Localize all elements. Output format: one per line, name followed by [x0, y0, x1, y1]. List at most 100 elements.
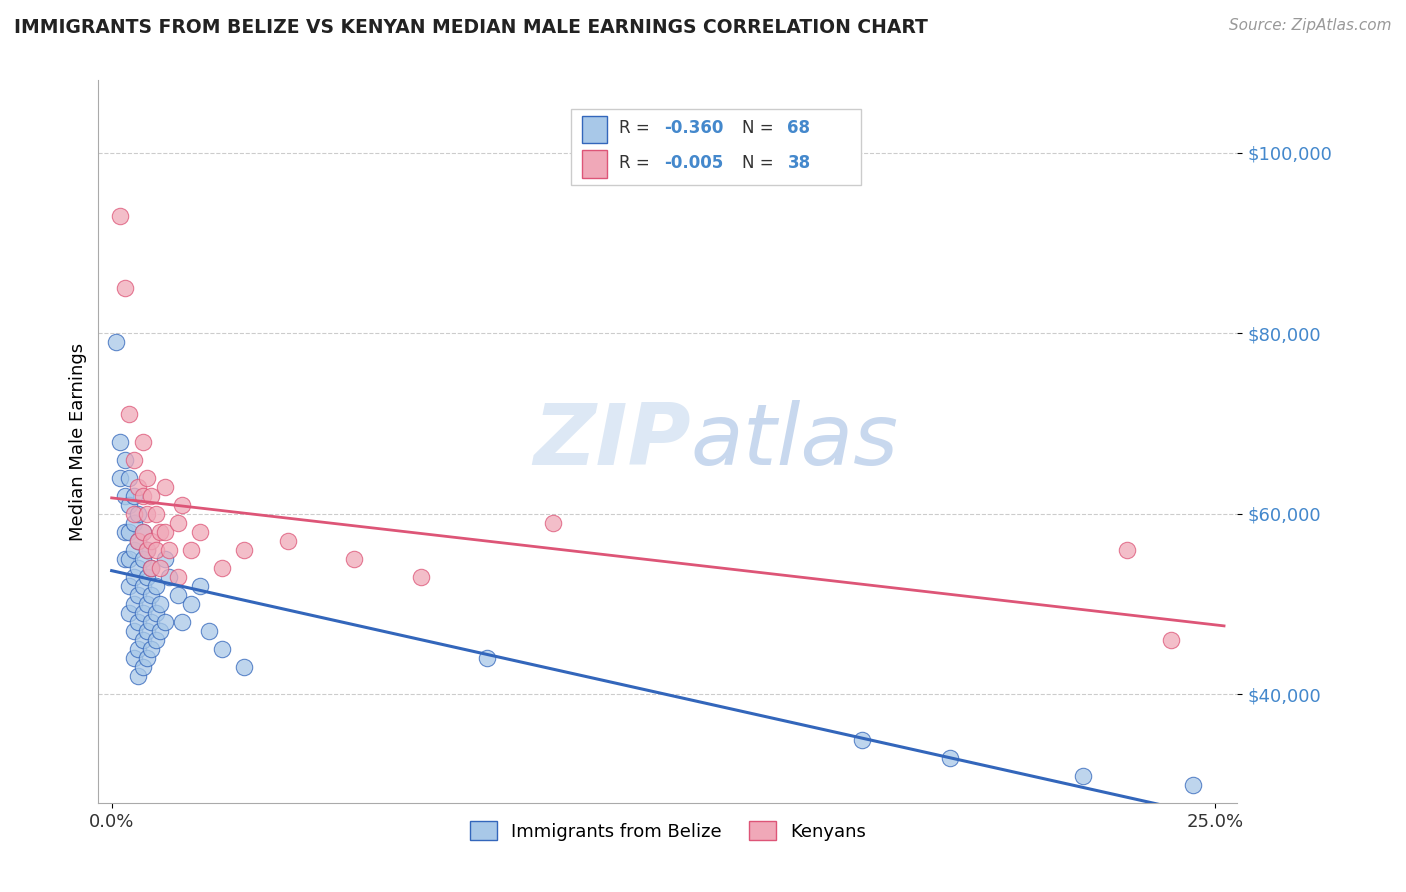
- Point: [136, 570, 159, 584]
- Text: Source: ZipAtlas.com: Source: ZipAtlas.com: [1229, 18, 1392, 33]
- Point: [157, 570, 180, 584]
- Point: [118, 524, 141, 539]
- Point: [409, 570, 432, 584]
- Point: [145, 633, 167, 648]
- Text: -0.005: -0.005: [665, 154, 724, 172]
- Point: [114, 452, 136, 467]
- Point: [122, 570, 145, 584]
- Point: [122, 542, 145, 557]
- Point: [172, 498, 194, 512]
- Point: [118, 606, 141, 620]
- Point: [1160, 633, 1182, 648]
- Text: 38: 38: [787, 154, 810, 172]
- Point: [118, 552, 141, 566]
- Point: [188, 579, 211, 593]
- Point: [127, 615, 149, 630]
- Point: [136, 597, 159, 611]
- Text: N =: N =: [742, 154, 779, 172]
- Point: [211, 642, 233, 657]
- Point: [141, 561, 163, 575]
- Point: [122, 597, 145, 611]
- Point: [122, 516, 145, 530]
- Point: [180, 542, 202, 557]
- Point: [141, 561, 163, 575]
- Point: [939, 750, 962, 764]
- Point: [149, 524, 172, 539]
- Point: [110, 471, 132, 485]
- Point: [136, 624, 159, 639]
- Point: [141, 489, 163, 503]
- Text: N =: N =: [742, 119, 779, 137]
- Point: [475, 651, 498, 665]
- Point: [131, 524, 153, 539]
- Point: [343, 552, 366, 566]
- Point: [127, 561, 149, 575]
- Point: [277, 533, 299, 548]
- Bar: [582, 151, 607, 178]
- Point: [131, 552, 153, 566]
- Point: [131, 489, 153, 503]
- FancyBboxPatch shape: [571, 109, 862, 185]
- Point: [127, 480, 149, 494]
- Point: [136, 542, 159, 557]
- Point: [114, 552, 136, 566]
- Point: [149, 597, 172, 611]
- Point: [127, 533, 149, 548]
- Point: [197, 624, 219, 639]
- Point: [145, 579, 167, 593]
- Point: [145, 606, 167, 620]
- Point: [122, 507, 145, 521]
- Point: [180, 597, 202, 611]
- Point: [131, 606, 153, 620]
- Point: [1116, 542, 1139, 557]
- Point: [167, 516, 190, 530]
- Point: [145, 507, 167, 521]
- Text: ZIP: ZIP: [533, 400, 690, 483]
- Point: [131, 434, 153, 449]
- Point: [153, 480, 176, 494]
- Point: [118, 498, 141, 512]
- Point: [105, 335, 128, 350]
- Text: atlas: atlas: [690, 400, 898, 483]
- Point: [127, 507, 149, 521]
- Point: [541, 516, 564, 530]
- Point: [127, 533, 149, 548]
- Point: [136, 651, 159, 665]
- Point: [141, 533, 163, 548]
- Point: [127, 642, 149, 657]
- Text: -0.360: -0.360: [665, 119, 724, 137]
- Point: [167, 570, 190, 584]
- Point: [118, 579, 141, 593]
- Point: [1071, 769, 1094, 783]
- Point: [131, 633, 153, 648]
- Point: [110, 209, 132, 223]
- Y-axis label: Median Male Earnings: Median Male Earnings: [69, 343, 87, 541]
- Text: 68: 68: [787, 119, 810, 137]
- Point: [188, 524, 211, 539]
- Point: [141, 642, 163, 657]
- Point: [118, 471, 141, 485]
- Point: [167, 588, 190, 602]
- Point: [211, 561, 233, 575]
- Point: [149, 561, 172, 575]
- Point: [136, 542, 159, 557]
- Point: [127, 669, 149, 683]
- Point: [153, 615, 176, 630]
- Point: [172, 615, 194, 630]
- Point: [153, 552, 176, 566]
- Point: [131, 660, 153, 674]
- Point: [122, 651, 145, 665]
- Point: [141, 615, 163, 630]
- Point: [136, 471, 159, 485]
- Point: [851, 732, 873, 747]
- Point: [153, 524, 176, 539]
- Point: [110, 434, 132, 449]
- Point: [149, 624, 172, 639]
- Text: R =: R =: [619, 154, 655, 172]
- Legend: Immigrants from Belize, Kenyans: Immigrants from Belize, Kenyans: [463, 814, 873, 848]
- Point: [141, 588, 163, 602]
- Point: [157, 542, 180, 557]
- Point: [127, 588, 149, 602]
- Point: [131, 524, 153, 539]
- Point: [122, 624, 145, 639]
